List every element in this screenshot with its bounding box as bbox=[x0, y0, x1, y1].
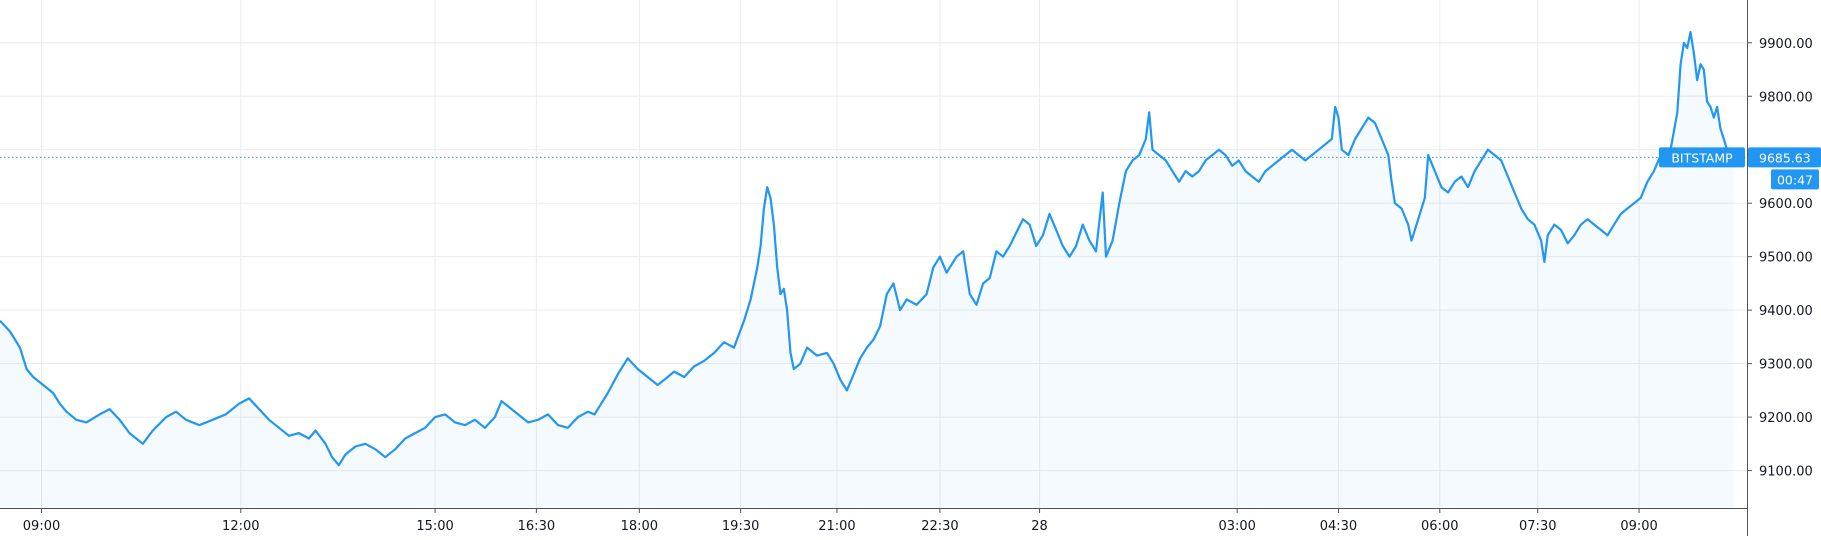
price-badge-label: 9685.63 bbox=[1759, 150, 1811, 165]
x-tick-label: 03:00 bbox=[1218, 519, 1255, 534]
area-layer bbox=[0, 31, 1735, 508]
y-tick-label: 9800.00 bbox=[1759, 90, 1813, 105]
countdown-label: 00:47 bbox=[1777, 172, 1813, 187]
y-tick-label: 9200.00 bbox=[1759, 411, 1813, 426]
countdown-badge bbox=[1771, 169, 1819, 190]
x-tick-label: 07:30 bbox=[1519, 519, 1556, 534]
axis-layer bbox=[0, 0, 1748, 536]
price-badge bbox=[1748, 147, 1821, 168]
x-tick-label: 21:00 bbox=[818, 519, 855, 534]
current-price-badges: BITSTAMP 9685.63 00:47 bbox=[1659, 147, 1821, 190]
x-tick-label: 22:30 bbox=[921, 519, 958, 534]
x-tick-label: 15:00 bbox=[416, 519, 453, 534]
x-axis-ticks[interactable]: 09:00 12:00 15:00 16:30 18:00 19:30 21:00 22:30… bbox=[23, 508, 1658, 534]
x-tick-label: 16:30 bbox=[518, 519, 555, 534]
y-tick-label: 9900.00 bbox=[1759, 37, 1813, 52]
x-tick-label: 09:00 bbox=[1620, 519, 1657, 534]
exchange-badge-label: BITSTAMP bbox=[1671, 150, 1733, 165]
x-tick-label: 28 bbox=[1031, 519, 1048, 534]
x-tick-label: 06:00 bbox=[1421, 519, 1458, 534]
price-series-line bbox=[0, 31, 1735, 467]
y-tick-label: 9300.00 bbox=[1759, 358, 1813, 373]
price-area-fill bbox=[0, 32, 1734, 508]
y-tick-label: 9400.00 bbox=[1759, 304, 1813, 319]
x-tick-label: 12:00 bbox=[222, 519, 259, 534]
grid-layer bbox=[0, 0, 1747, 508]
x-tick-label: 04:30 bbox=[1320, 519, 1357, 534]
y-axis-ticks[interactable]: 9100.00 9200.00 9300.00 9400.00 9500.00 9600.… bbox=[1747, 37, 1813, 480]
exchange-badge bbox=[1659, 147, 1745, 168]
x-tick-label: 19:30 bbox=[722, 519, 759, 534]
y-tick-label: 9600.00 bbox=[1759, 197, 1813, 212]
x-tick-label: 18:00 bbox=[621, 519, 658, 534]
y-tick-label: 9500.00 bbox=[1759, 251, 1813, 266]
x-tick-label: 09:00 bbox=[23, 519, 60, 534]
y-tick-label: 9100.00 bbox=[1759, 465, 1813, 480]
